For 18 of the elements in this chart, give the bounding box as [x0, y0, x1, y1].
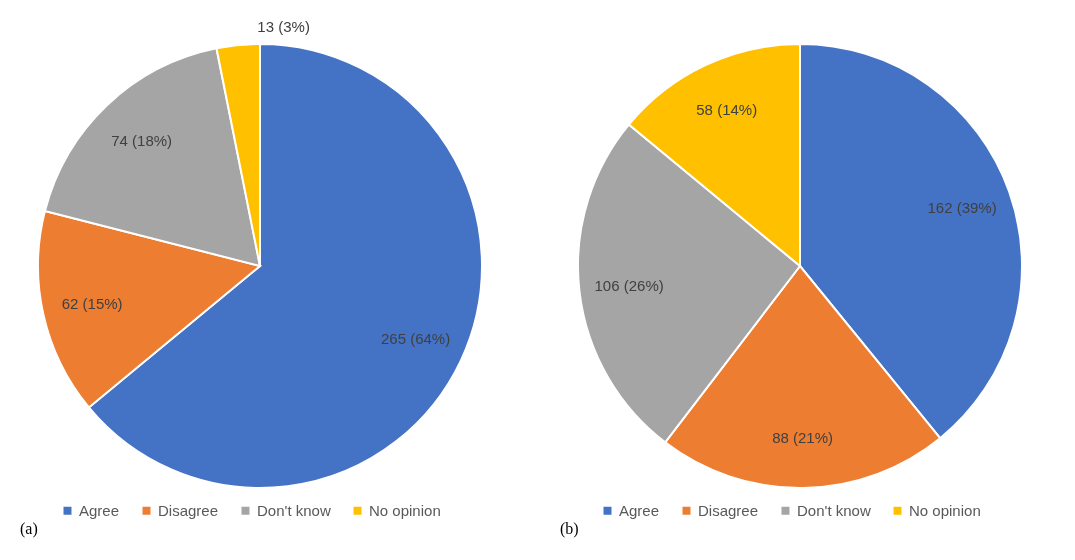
data-label: 62 (15%) [61, 294, 123, 312]
legend-label: No opinion [909, 501, 981, 519]
legend-label: Agree [619, 501, 660, 519]
text: (b) [560, 520, 579, 538]
data-label: 13 (3%) [257, 18, 310, 36]
legend-label: Agree [79, 501, 120, 519]
data-label: 106 (26%) [594, 276, 664, 294]
data-label: 162 (39%) [927, 199, 997, 217]
data-label: 265 (64%) [381, 330, 451, 348]
data-label: 58 (14%) [696, 101, 758, 119]
text: (a) [20, 520, 38, 538]
data-label: 88 (21%) [772, 428, 834, 446]
legend-label: Disagree [698, 501, 759, 519]
legend-label: Disagree [158, 501, 219, 519]
legend-label: No opinion [369, 501, 441, 519]
data-label: 74 (18%) [111, 132, 173, 150]
legend-label: Don't know [257, 501, 331, 519]
legend-label: Don't know [797, 501, 871, 519]
